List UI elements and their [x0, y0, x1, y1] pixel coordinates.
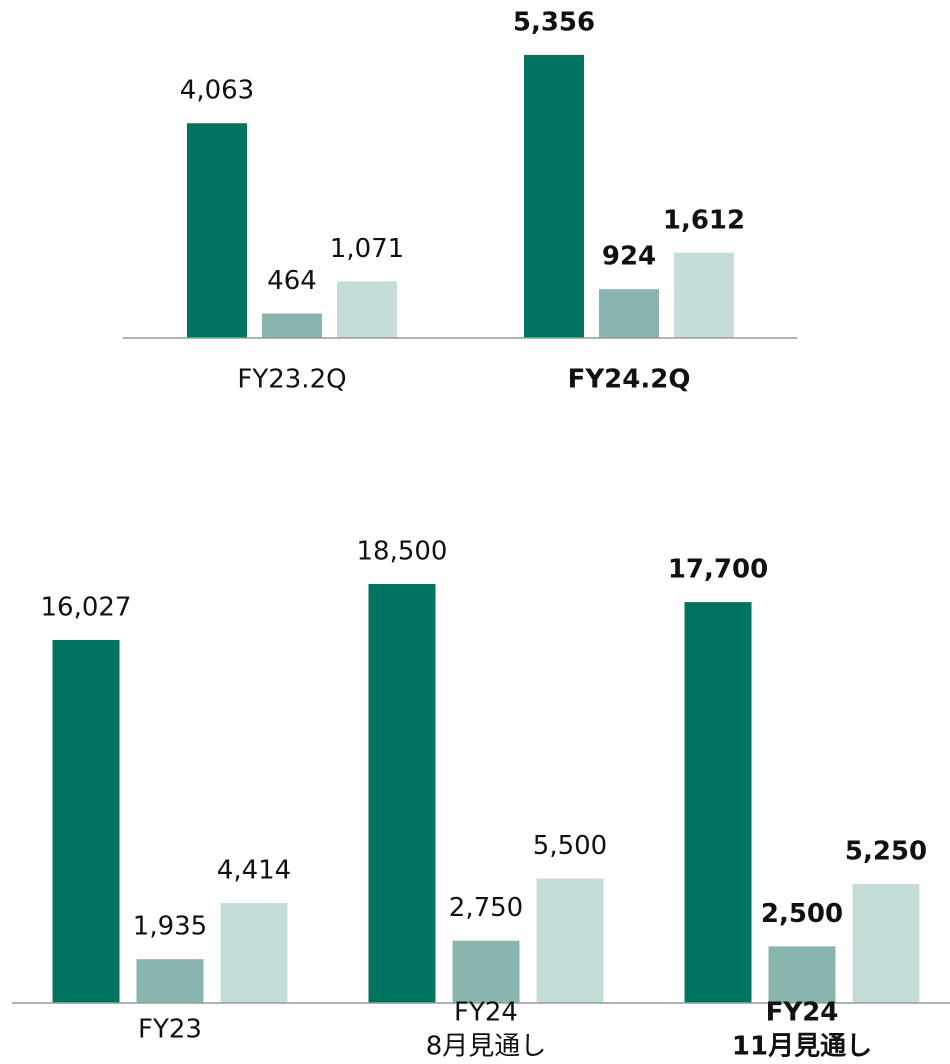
bar [337, 281, 397, 338]
bar [536, 878, 604, 1003]
x-tick-label: FY24 [454, 998, 518, 1028]
bar [262, 313, 322, 338]
data-label: 18,500 [357, 536, 448, 566]
data-label: 5,250 [845, 837, 927, 867]
data-label: 1,071 [330, 234, 404, 264]
x-tick-label: FY23 [138, 1015, 202, 1045]
data-label: 1,612 [663, 205, 745, 235]
data-label: 16,027 [41, 592, 132, 622]
data-label: 924 [602, 242, 656, 272]
bar [768, 946, 836, 1003]
x-tick-label: 8月見通し [426, 1032, 547, 1062]
bar [674, 252, 734, 338]
x-tick-label: FY24.2Q [568, 365, 691, 395]
data-label: 4,414 [217, 856, 291, 886]
bar [136, 959, 204, 1003]
data-label: 5,500 [533, 831, 607, 861]
data-label: 4,063 [180, 76, 254, 106]
bar [452, 940, 520, 1003]
data-label: 2,750 [449, 893, 523, 923]
data-label: 17,700 [668, 555, 768, 585]
x-tick-label: FY23.2Q [237, 365, 346, 395]
bar [187, 123, 247, 339]
bar [684, 602, 752, 1003]
bar [220, 903, 288, 1003]
bar [368, 583, 436, 1003]
data-label: 5,356 [513, 7, 595, 37]
bar [599, 289, 659, 338]
data-label: 2,500 [761, 899, 843, 929]
bar [52, 639, 120, 1003]
x-tick-label: 11月見通し [732, 1032, 872, 1062]
data-label: 464 [267, 266, 317, 296]
bar [852, 884, 920, 1003]
data-label: 1,935 [133, 912, 207, 942]
bar [524, 54, 584, 338]
x-tick-label: FY24 [766, 998, 839, 1028]
